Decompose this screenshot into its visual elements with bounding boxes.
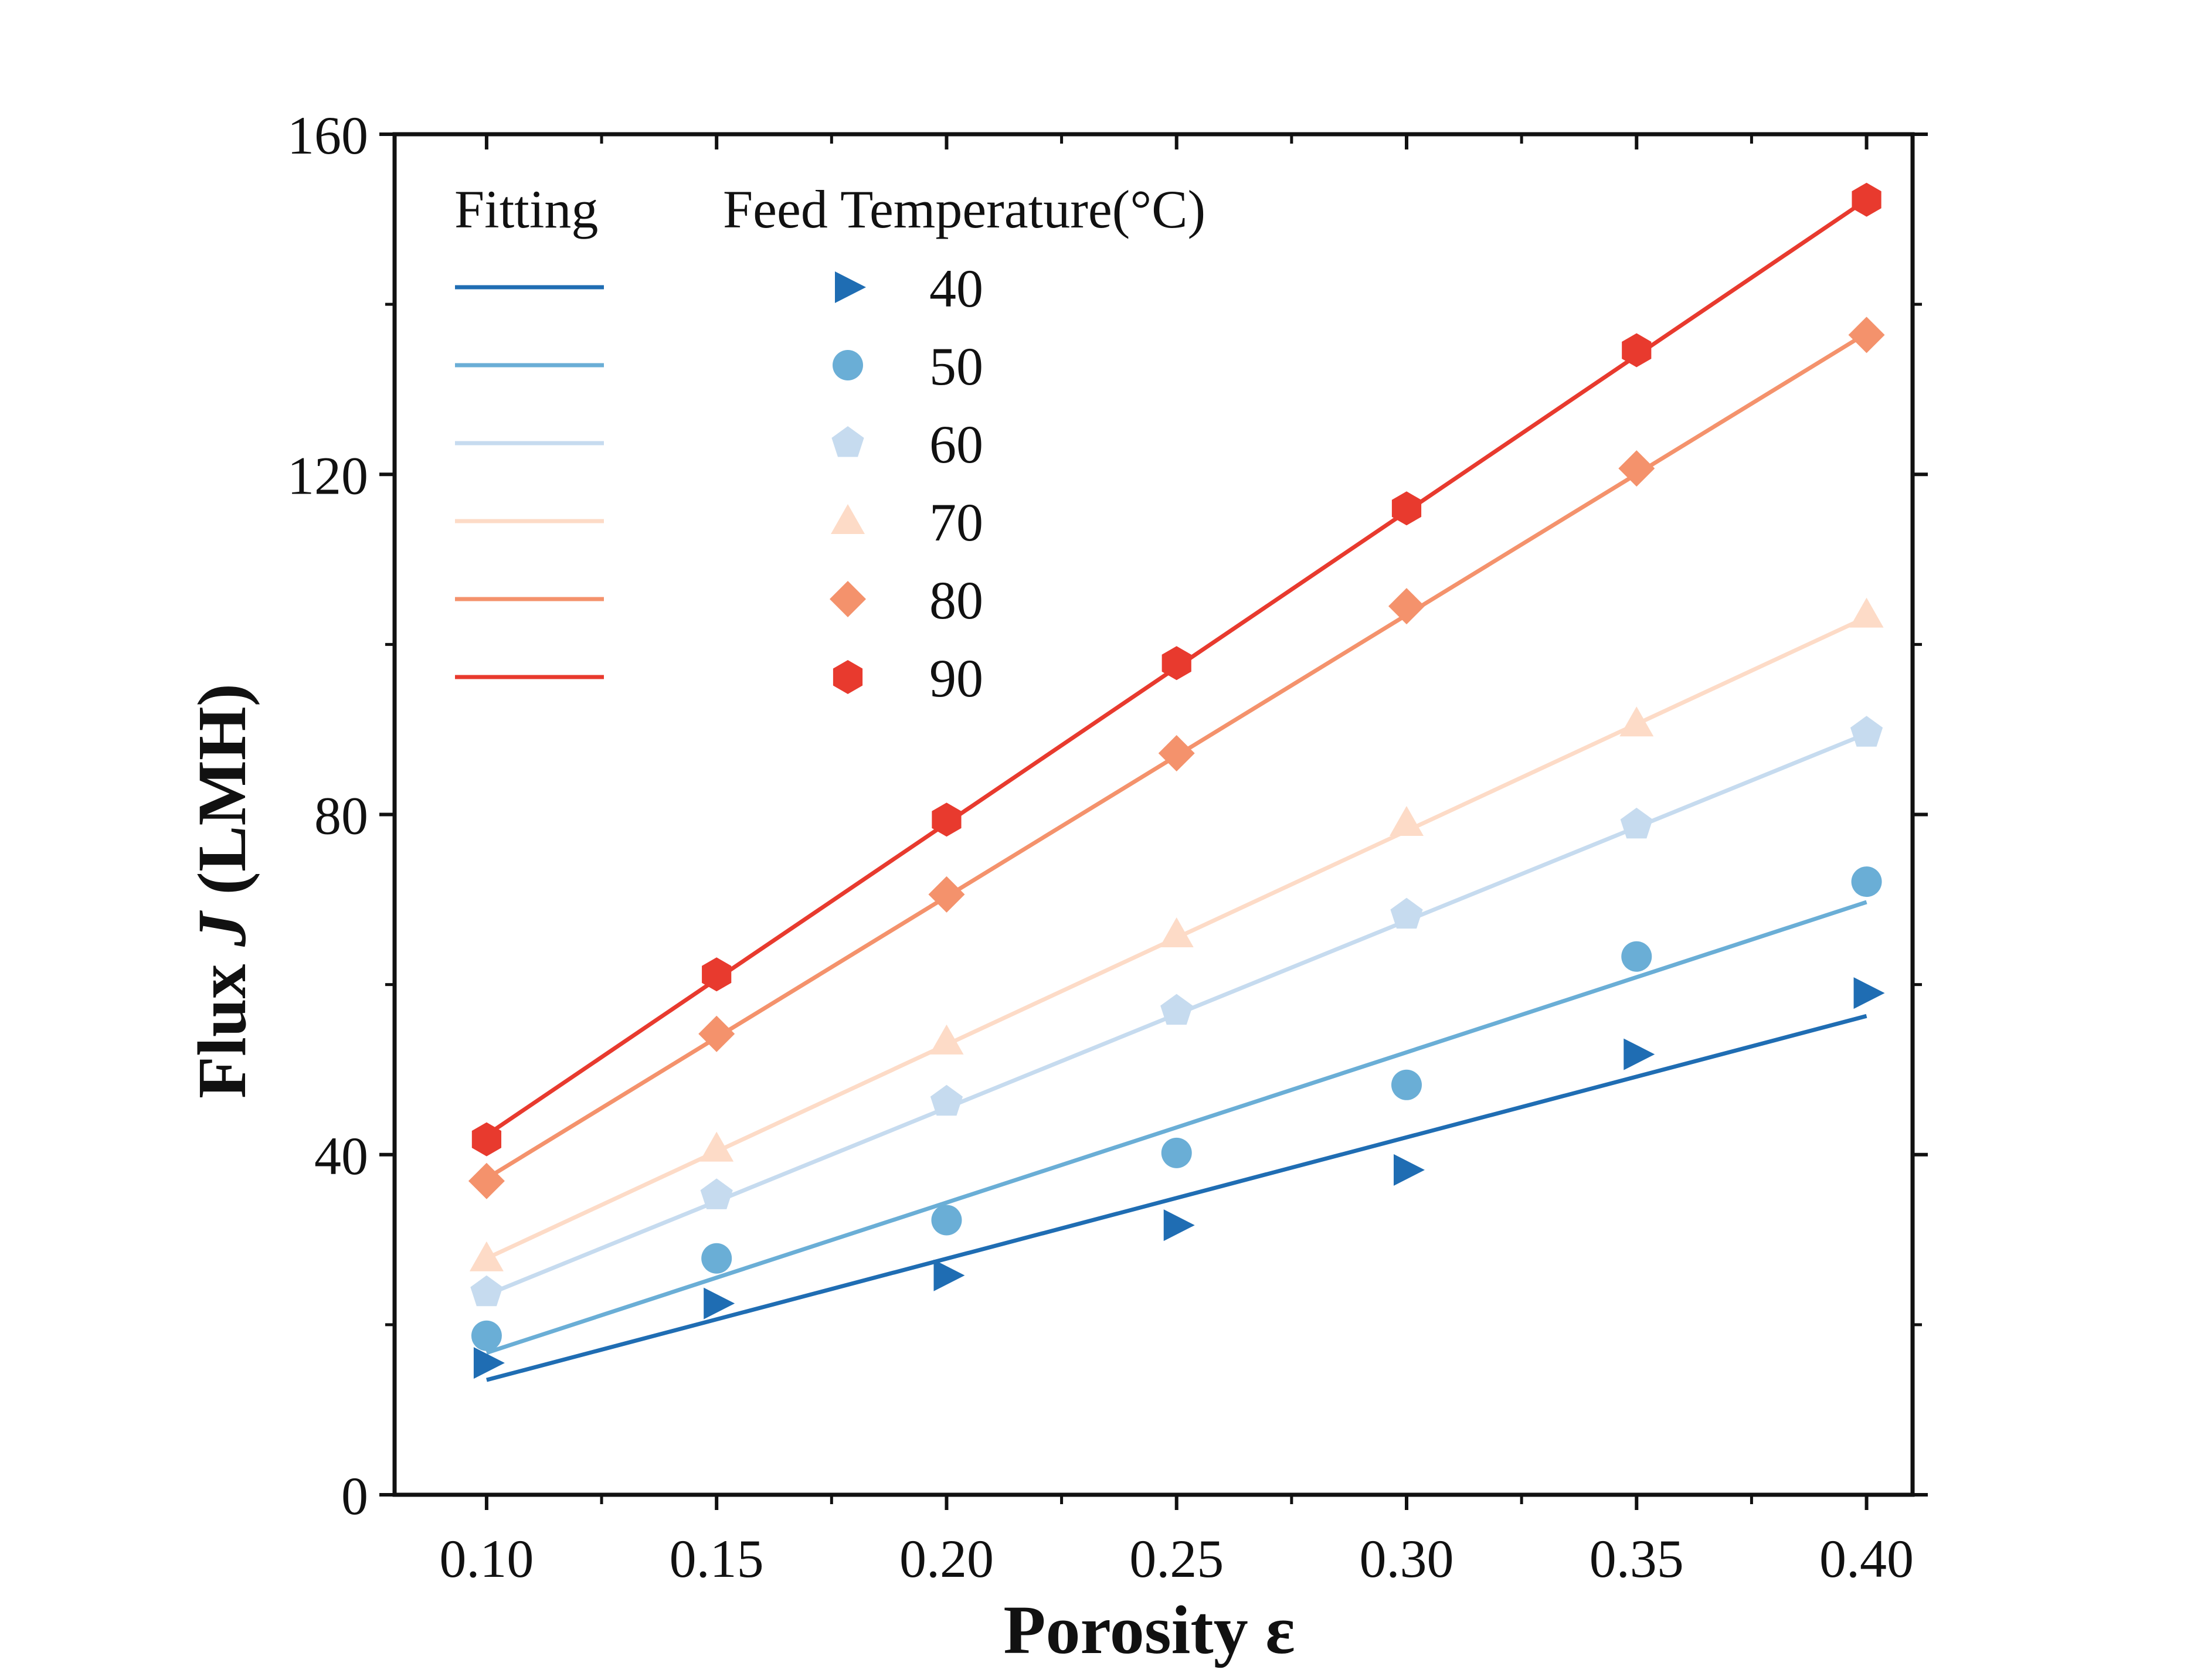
data-point-40: [933, 1259, 965, 1291]
y-tick-label: 80: [314, 786, 368, 846]
data-point-80: [928, 876, 965, 913]
data-point-90: [1161, 646, 1191, 681]
data-point-70: [1619, 706, 1654, 737]
fit-line-40: [486, 1014, 1867, 1382]
data-point-40: [704, 1287, 735, 1319]
legend: 40 50 60 70 80 90: [455, 259, 983, 708]
data-point-80: [1848, 317, 1885, 353]
data-point-60: [1620, 807, 1653, 839]
data-point-70: [929, 1024, 964, 1055]
data-point-90: [471, 1122, 502, 1157]
data-point-40: [1163, 1209, 1195, 1242]
data-point-60: [1850, 716, 1883, 747]
data-point-60: [470, 1275, 503, 1307]
legend-temperature-title: Feed Temperature(°C): [723, 179, 1205, 239]
data-point-90: [702, 957, 732, 992]
data-point-60: [700, 1178, 733, 1209]
data-point-70: [1849, 597, 1884, 628]
y-tick-label: 0: [341, 1466, 368, 1526]
x-tick-label: 0.40: [1819, 1529, 1914, 1589]
y-tick-label: 120: [287, 445, 368, 505]
plot-border: [392, 132, 1915, 1497]
data-point-80: [1618, 450, 1655, 487]
data-point-80: [698, 1015, 735, 1052]
legend-marker-90: [833, 660, 863, 694]
fit-lines: [485, 198, 1868, 1382]
data-point-70: [1390, 806, 1424, 836]
data-point-90: [1852, 182, 1881, 217]
plot-frame: [392, 132, 1915, 1497]
data-point-50: [1161, 1137, 1192, 1168]
y-tick-label: 160: [287, 106, 368, 165]
data-point-80: [468, 1162, 505, 1199]
legend-fitting-title: Fitting: [454, 179, 598, 239]
data-point-70: [1159, 917, 1194, 948]
legend-marker-60: [831, 426, 864, 457]
x-tick-label: 0.25: [1129, 1529, 1224, 1589]
legend-label-90: 90: [929, 648, 983, 708]
legend-marker-70: [831, 504, 865, 534]
x-tick-label: 0.15: [670, 1529, 764, 1589]
legend-label-70: 70: [929, 492, 983, 552]
y-axis-title-symbol: J: [184, 910, 260, 947]
data-point-80: [1388, 588, 1425, 625]
data-point-90: [1391, 491, 1422, 526]
y-tick-label: 40: [314, 1126, 368, 1186]
legend-label-40: 40: [929, 259, 983, 318]
data-markers: [468, 182, 1885, 1379]
data-point-90: [1622, 333, 1652, 368]
data-point-80: [1158, 735, 1195, 772]
data-point-70: [469, 1241, 504, 1271]
x-tick-label: 0.30: [1360, 1529, 1454, 1589]
data-point-50: [1621, 941, 1652, 972]
data-point-40: [473, 1347, 505, 1379]
data-point-70: [699, 1131, 734, 1162]
data-point-60: [930, 1084, 963, 1116]
data-point-40: [1624, 1038, 1655, 1070]
fit-line-50: [485, 900, 1867, 1355]
legend-label-50: 50: [929, 336, 983, 396]
data-point-40: [1853, 977, 1885, 1009]
x-tick-label: 0.10: [439, 1529, 534, 1589]
y-axis-title-unit: (LMH): [184, 683, 260, 912]
legend-marker-40: [835, 271, 866, 303]
data-point-50: [1391, 1069, 1422, 1100]
data-point-60: [1390, 897, 1423, 929]
data-point-40: [1394, 1154, 1425, 1186]
data-point-50: [1851, 866, 1882, 897]
y-axis-title: Flux J (LMH): [184, 683, 260, 1099]
legend-label-60: 60: [929, 414, 983, 474]
y-axis-title-prefix: Flux: [184, 947, 260, 1099]
y-axis-ticks: 0 40 80 120 160: [287, 106, 1928, 1526]
legend-label-80: 80: [929, 570, 983, 630]
data-point-90: [932, 802, 962, 837]
legend-marker-80: [830, 581, 866, 617]
legend-marker-50: [833, 350, 863, 380]
data-point-50: [471, 1320, 502, 1351]
x-axis-title: Porosity ε: [1003, 1591, 1295, 1668]
x-axis-ticks: 0.10 0.15 0.20 0.25 0.30 0.35 0.40: [439, 134, 1914, 1589]
data-point-50: [701, 1243, 732, 1274]
x-tick-label: 0.20: [899, 1529, 994, 1589]
x-tick-label: 0.35: [1590, 1529, 1684, 1589]
data-point-50: [931, 1205, 962, 1236]
data-point-60: [1160, 994, 1193, 1025]
